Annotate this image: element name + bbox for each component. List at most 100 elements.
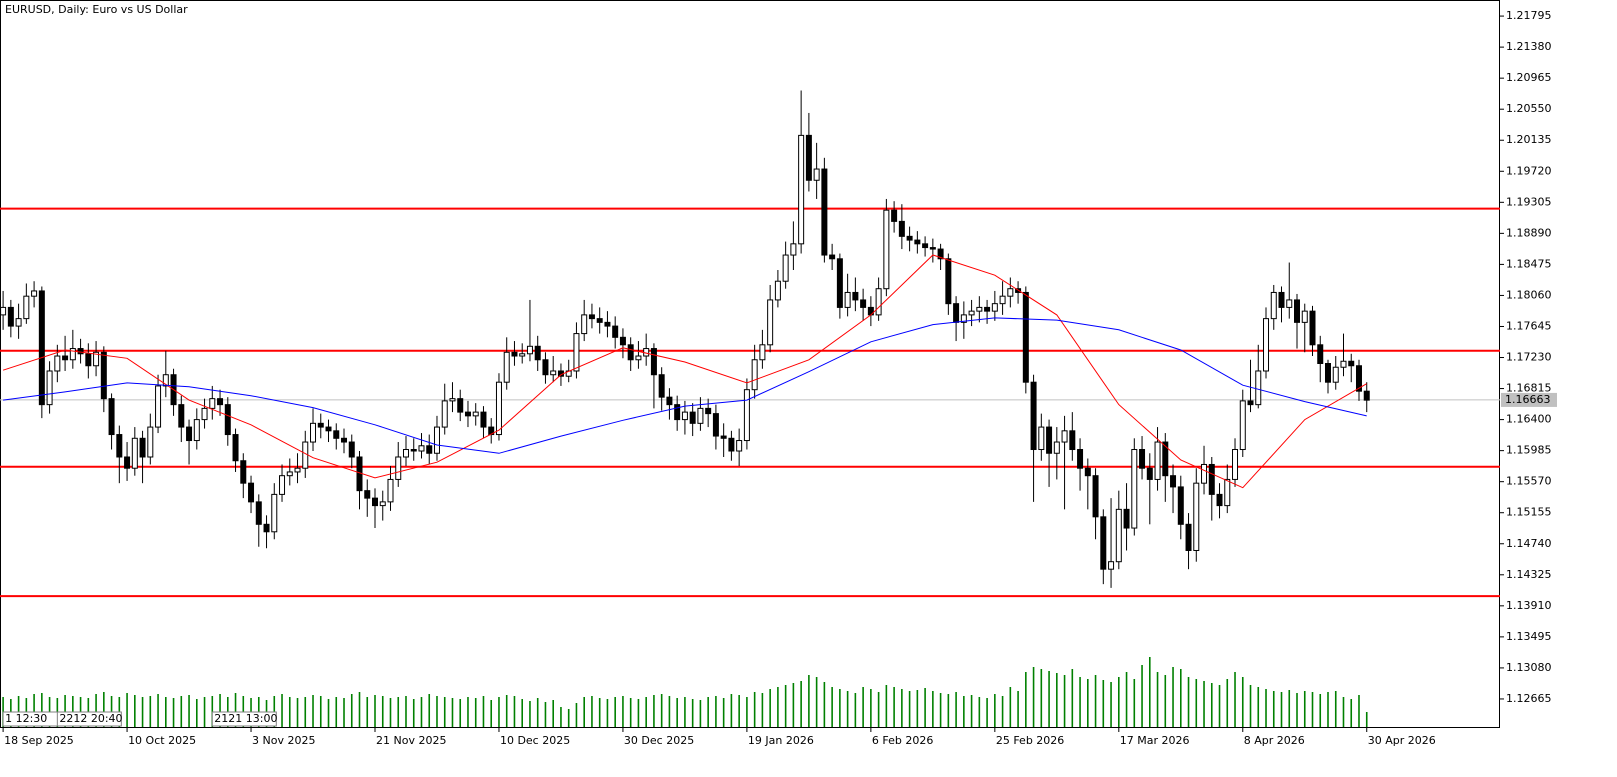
chart-title: EURUSD, Daily: Euro vs US Dollar	[5, 3, 188, 16]
candle-body	[310, 422, 317, 443]
y-tick-label: 1.15570	[1506, 475, 1552, 488]
candle-body	[1324, 363, 1331, 383]
candle-body	[77, 348, 84, 355]
x-tick-label: 30 Dec 2025	[624, 734, 694, 747]
x-tick-label: 6 Feb 2026	[872, 734, 933, 747]
candle-body	[875, 288, 882, 316]
candle-body	[929, 247, 936, 250]
candle-body	[759, 344, 766, 361]
candle-body	[945, 258, 952, 305]
moving-average	[2, 254, 1367, 489]
y-tick-label: 1.20965	[1506, 71, 1552, 84]
candle-body	[1317, 344, 1324, 365]
candle-body	[100, 351, 107, 400]
candle-body	[116, 434, 123, 458]
candle-body	[302, 441, 309, 469]
candle-body	[1069, 430, 1076, 451]
candle-body	[805, 134, 812, 181]
candle-body	[1092, 475, 1099, 518]
y-tick-label: 1.13495	[1506, 630, 1552, 643]
candle-body	[883, 209, 890, 290]
candle-body	[1061, 430, 1068, 443]
candle-body	[1239, 400, 1246, 451]
candle-body	[790, 243, 797, 256]
candle-body	[1208, 463, 1215, 495]
candle-body	[147, 426, 154, 458]
candle-body	[550, 370, 557, 376]
marker-label: 2212 20:40	[59, 712, 122, 725]
candle-body	[519, 353, 526, 357]
candle-body	[248, 482, 255, 503]
candle-body	[379, 501, 386, 507]
candle-body	[829, 254, 836, 260]
candle-body	[495, 381, 502, 436]
y-tick-label: 1.19720	[1506, 164, 1552, 177]
candle-body	[108, 398, 115, 436]
candle-body	[1193, 482, 1200, 551]
candle-body	[480, 411, 487, 428]
candle-body	[844, 291, 851, 308]
candle-body	[449, 398, 456, 402]
marker-label: 1 12:30	[5, 712, 47, 725]
candle-body	[69, 348, 76, 361]
candle-body	[1286, 299, 1293, 308]
candle-body	[906, 235, 913, 241]
y-tick-label: 1.18475	[1506, 257, 1552, 270]
marker-box	[56, 711, 122, 727]
candle-body	[937, 248, 944, 260]
candle-body	[395, 456, 402, 480]
candle-body	[15, 318, 22, 327]
marker-box	[211, 711, 277, 727]
candle-body	[1270, 291, 1277, 320]
candle-body	[1294, 299, 1301, 323]
candle-body	[372, 497, 378, 507]
candle-body	[1022, 291, 1029, 383]
candle-body	[588, 314, 595, 320]
candle-body	[720, 435, 727, 439]
candle-body	[54, 355, 61, 372]
y-tick-label: 1.19305	[1506, 195, 1552, 208]
candle-body	[953, 303, 960, 323]
candle-body	[1301, 310, 1308, 323]
candle-body	[728, 437, 735, 452]
candle-body	[209, 398, 216, 409]
candle-body	[860, 299, 867, 308]
candle-body	[23, 295, 30, 320]
candle-body	[1146, 467, 1153, 480]
last-price-label: 1.16663	[1505, 393, 1551, 406]
last-price-box	[1501, 392, 1557, 407]
candle-body	[124, 456, 131, 469]
candle-body	[1170, 475, 1177, 488]
candle-body	[526, 345, 533, 355]
candle-body	[1309, 310, 1316, 346]
candle-body	[798, 134, 805, 245]
y-tick-label: 1.18060	[1506, 288, 1552, 301]
candle-body	[1046, 426, 1053, 454]
candle-body	[418, 445, 425, 452]
candle-body	[232, 434, 239, 462]
y-tick-label: 1.15155	[1506, 506, 1552, 519]
candle-body	[1363, 390, 1370, 401]
candle-body	[186, 426, 193, 442]
candle-body	[1255, 370, 1262, 406]
candle-body	[627, 344, 634, 361]
y-tick-label: 1.17230	[1506, 351, 1552, 364]
candle-body	[511, 351, 518, 357]
candle-body	[178, 404, 185, 428]
candle-body	[774, 280, 781, 301]
candle-body	[1154, 441, 1161, 480]
x-tick-label: 21 Nov 2025	[376, 734, 446, 747]
candle-body	[1185, 523, 1192, 551]
candle-body	[914, 239, 921, 245]
candle-body	[674, 404, 681, 421]
x-tick-label: 10 Dec 2025	[500, 734, 570, 747]
y-tick-label: 1.13080	[1506, 661, 1552, 674]
candle-body	[1224, 478, 1231, 507]
y-tick-label: 1.21380	[1506, 40, 1552, 53]
y-tick-label: 1.13910	[1506, 599, 1552, 612]
candle-body	[596, 318, 603, 323]
candle-body	[31, 290, 38, 297]
x-tick-label: 8 Apr 2026	[1244, 734, 1305, 747]
x-tick-label: 18 Sep 2025	[4, 734, 74, 747]
